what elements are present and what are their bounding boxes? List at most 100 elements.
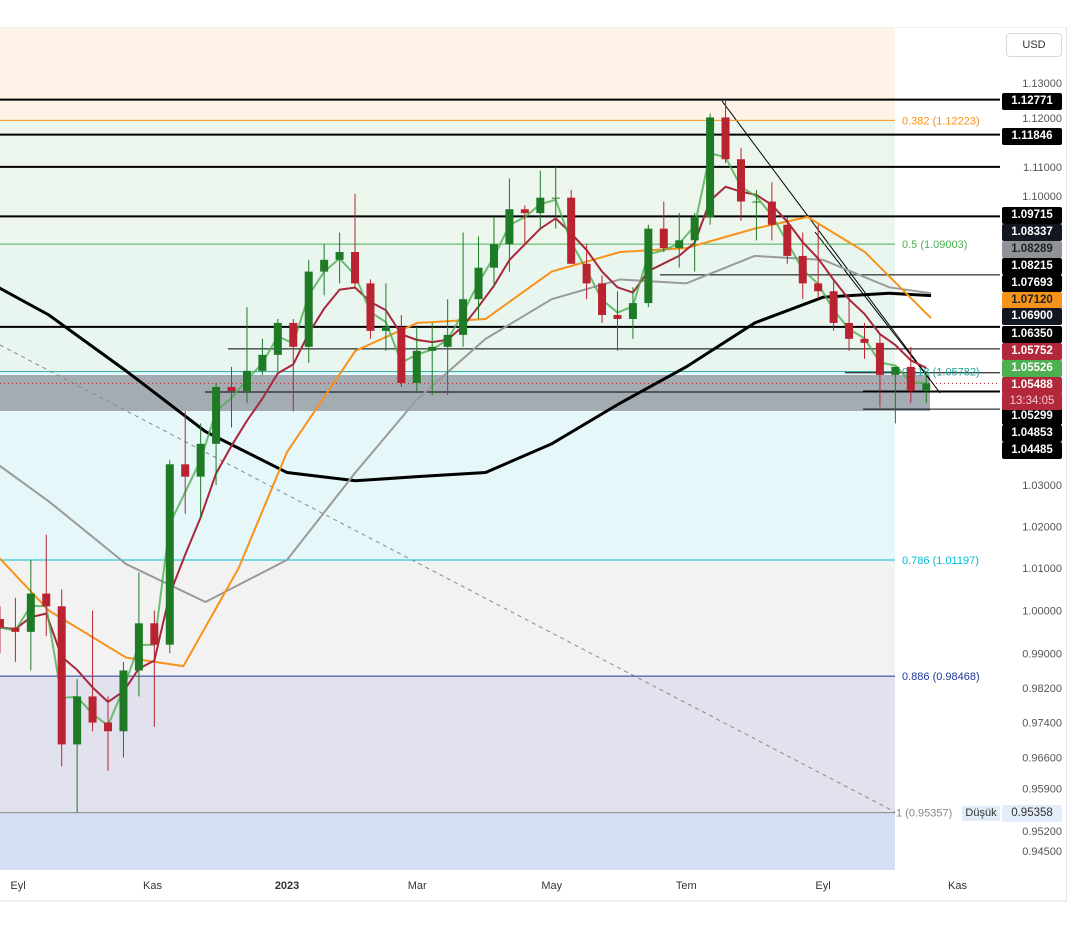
price-label: 1.09715	[1002, 206, 1062, 224]
low-tag: Düşük	[962, 806, 1000, 821]
candle	[119, 661, 128, 758]
candle-body	[613, 314, 622, 319]
candle	[227, 366, 236, 428]
trendline	[721, 100, 941, 394]
candle	[736, 147, 745, 221]
candle-body	[88, 696, 97, 723]
price-tick: 1.03000	[1022, 480, 1062, 492]
candle-body	[906, 366, 915, 392]
candle-body	[860, 338, 869, 343]
candle	[459, 232, 468, 347]
price-label: 1.05299	[1002, 407, 1062, 425]
candle	[104, 696, 113, 771]
candle	[536, 170, 545, 229]
candle	[582, 244, 591, 300]
candle	[706, 113, 715, 225]
candle-body	[134, 623, 143, 671]
fib-zone	[0, 812, 895, 870]
price-label: 1.12771	[1002, 92, 1062, 110]
candle	[613, 291, 622, 351]
price-axis-ticks: 1.13000 1.12000 1.11000 1.10000 1.03000 1.020…	[1022, 78, 1062, 858]
candle	[551, 166, 560, 229]
candle	[150, 610, 159, 727]
candle	[906, 346, 915, 404]
candle-body	[628, 303, 637, 319]
price-label: 1.04853	[1002, 424, 1062, 442]
candle-body	[227, 386, 236, 392]
candle-body	[875, 342, 884, 375]
candle	[212, 382, 221, 485]
candle	[196, 423, 205, 519]
candle-body	[381, 326, 390, 331]
price-label: 1.07120	[1002, 291, 1062, 309]
fib-zone	[0, 28, 895, 121]
candle-body	[397, 326, 406, 383]
price-label: 1.07693	[1002, 274, 1062, 292]
candle-body	[798, 255, 807, 284]
candle	[242, 307, 251, 404]
candle	[798, 232, 807, 300]
low-price-label: 0.95358	[1002, 805, 1062, 822]
candle	[320, 244, 329, 296]
candle-body	[783, 224, 792, 256]
candle-body	[258, 354, 267, 371]
price-label: 1.06350	[1002, 325, 1062, 343]
candle-body	[752, 201, 761, 203]
price-tick: 1.00000	[1022, 606, 1062, 618]
fib-label: 0.886 (0.98468)	[902, 671, 980, 683]
candle	[474, 236, 483, 319]
candle-body	[57, 606, 66, 745]
price-label: 1.05488	[1002, 376, 1062, 394]
candle	[891, 366, 900, 424]
candle-body	[891, 366, 900, 375]
candle	[181, 411, 190, 514]
price-tick: 1.11000	[1023, 162, 1062, 174]
candle	[73, 679, 82, 813]
currency-button[interactable]: USD	[1006, 33, 1062, 57]
moving-average-line	[0, 286, 932, 483]
candle-body	[474, 267, 483, 300]
price-label: 1.06900	[1002, 307, 1062, 325]
candle	[628, 287, 637, 339]
candle-body	[165, 464, 174, 645]
fib-label: 0.382 (1.12223)	[902, 115, 980, 127]
price-label: 1.08337	[1002, 223, 1062, 241]
price-tick: 0.95900	[1022, 784, 1062, 796]
fib-zone	[0, 559, 895, 677]
candle	[783, 216, 792, 264]
price-tick: 1.01000	[1022, 563, 1062, 575]
candle-body	[721, 117, 730, 160]
candle-body	[242, 370, 251, 392]
candle-body	[181, 464, 190, 477]
price-tick: 0.96600	[1022, 753, 1062, 765]
candle	[366, 279, 375, 339]
candle	[304, 259, 313, 363]
candle-body	[736, 159, 745, 202]
candle	[721, 99, 730, 164]
candle	[165, 460, 174, 654]
candle	[351, 193, 360, 288]
candle-body	[304, 271, 313, 347]
candle	[922, 372, 931, 404]
candle-body	[212, 386, 221, 444]
price-tick: 0.99000	[1022, 648, 1062, 660]
price-label: 1.08289	[1002, 240, 1062, 258]
candle-body	[675, 240, 684, 249]
candle-body	[26, 593, 35, 632]
candle	[567, 189, 576, 264]
dashed-fib-trendline	[0, 344, 896, 813]
candles	[0, 99, 931, 813]
price-label: 1.04485	[1002, 441, 1062, 459]
time-tick: 2023	[275, 880, 299, 892]
candle-body	[551, 197, 560, 199]
candle-body	[706, 117, 715, 217]
price-tick: 0.94500	[1022, 846, 1062, 858]
candle-body	[335, 252, 344, 260]
fib-label: 0.786 (1.01197)	[902, 555, 979, 567]
candle	[505, 178, 514, 272]
candle-body	[829, 291, 838, 323]
candle	[644, 224, 653, 308]
candle-body	[520, 209, 529, 214]
fib-zone	[0, 676, 895, 813]
